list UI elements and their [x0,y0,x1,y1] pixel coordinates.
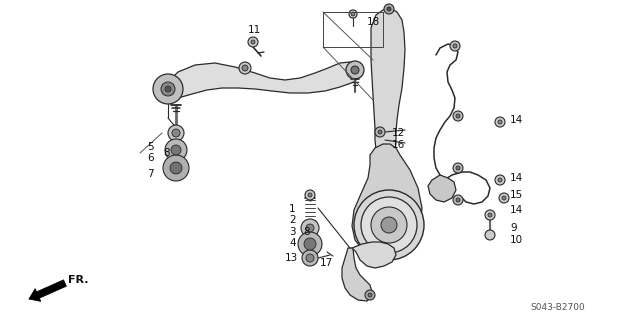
Circle shape [351,12,355,16]
Text: 14: 14 [510,115,524,125]
Text: 7: 7 [147,169,154,179]
Circle shape [495,117,505,127]
Text: 2: 2 [289,215,296,225]
Circle shape [163,155,189,181]
Circle shape [387,7,391,11]
Circle shape [502,196,506,200]
Text: 6: 6 [147,153,154,163]
Text: 17: 17 [320,258,333,268]
Text: 1: 1 [289,204,296,214]
Bar [323,12,383,47]
Circle shape [306,254,314,262]
Circle shape [351,66,359,74]
Text: 15: 15 [510,190,524,200]
Circle shape [165,86,171,92]
Circle shape [365,290,375,300]
Circle shape [354,190,424,260]
Circle shape [453,163,463,173]
Polygon shape [371,8,405,162]
Text: 8: 8 [303,227,310,237]
Circle shape [488,213,492,217]
Circle shape [346,61,364,79]
Circle shape [168,125,184,141]
Text: 14: 14 [510,205,524,215]
Circle shape [499,193,509,203]
Circle shape [251,40,255,44]
Circle shape [161,82,175,96]
Text: 10: 10 [510,235,523,245]
Text: 13: 13 [285,253,298,263]
Circle shape [304,238,316,250]
FancyArrow shape [29,280,67,301]
Circle shape [302,250,318,266]
Text: 4: 4 [289,238,296,248]
Circle shape [456,166,460,170]
Circle shape [498,120,502,124]
Text: 16: 16 [392,140,405,150]
Text: FR.: FR. [68,275,88,285]
Circle shape [368,293,372,297]
Text: 5: 5 [147,142,154,152]
Circle shape [153,74,183,104]
Circle shape [248,37,258,47]
Circle shape [172,129,180,137]
Circle shape [456,114,460,118]
Text: 14: 14 [510,173,524,183]
Circle shape [450,41,460,51]
Circle shape [170,162,182,174]
Polygon shape [352,144,422,258]
Circle shape [298,232,322,256]
Circle shape [485,210,495,220]
Polygon shape [352,242,396,268]
Circle shape [305,190,315,200]
Text: 3: 3 [289,227,296,237]
Circle shape [306,224,314,232]
Circle shape [456,198,460,202]
Circle shape [239,62,251,74]
Text: 9: 9 [510,223,516,233]
Circle shape [381,217,397,233]
Circle shape [361,197,417,253]
Circle shape [498,178,502,182]
Text: 18: 18 [367,17,380,27]
Circle shape [349,10,357,18]
Text: 8: 8 [163,148,170,158]
Circle shape [171,145,181,155]
Circle shape [453,44,457,48]
Circle shape [371,207,407,243]
Circle shape [495,175,505,185]
Circle shape [308,193,312,197]
Text: 12: 12 [392,128,405,138]
Circle shape [485,230,495,240]
Circle shape [384,4,394,14]
Polygon shape [428,175,456,202]
Circle shape [301,219,319,237]
Circle shape [375,127,385,137]
Circle shape [165,139,187,161]
Polygon shape [342,248,372,301]
Polygon shape [162,62,362,98]
Circle shape [378,130,382,134]
Text: 11: 11 [248,25,261,35]
Circle shape [242,65,248,71]
Circle shape [453,111,463,121]
Circle shape [453,195,463,205]
Text: S043-B2700: S043-B2700 [530,302,585,311]
